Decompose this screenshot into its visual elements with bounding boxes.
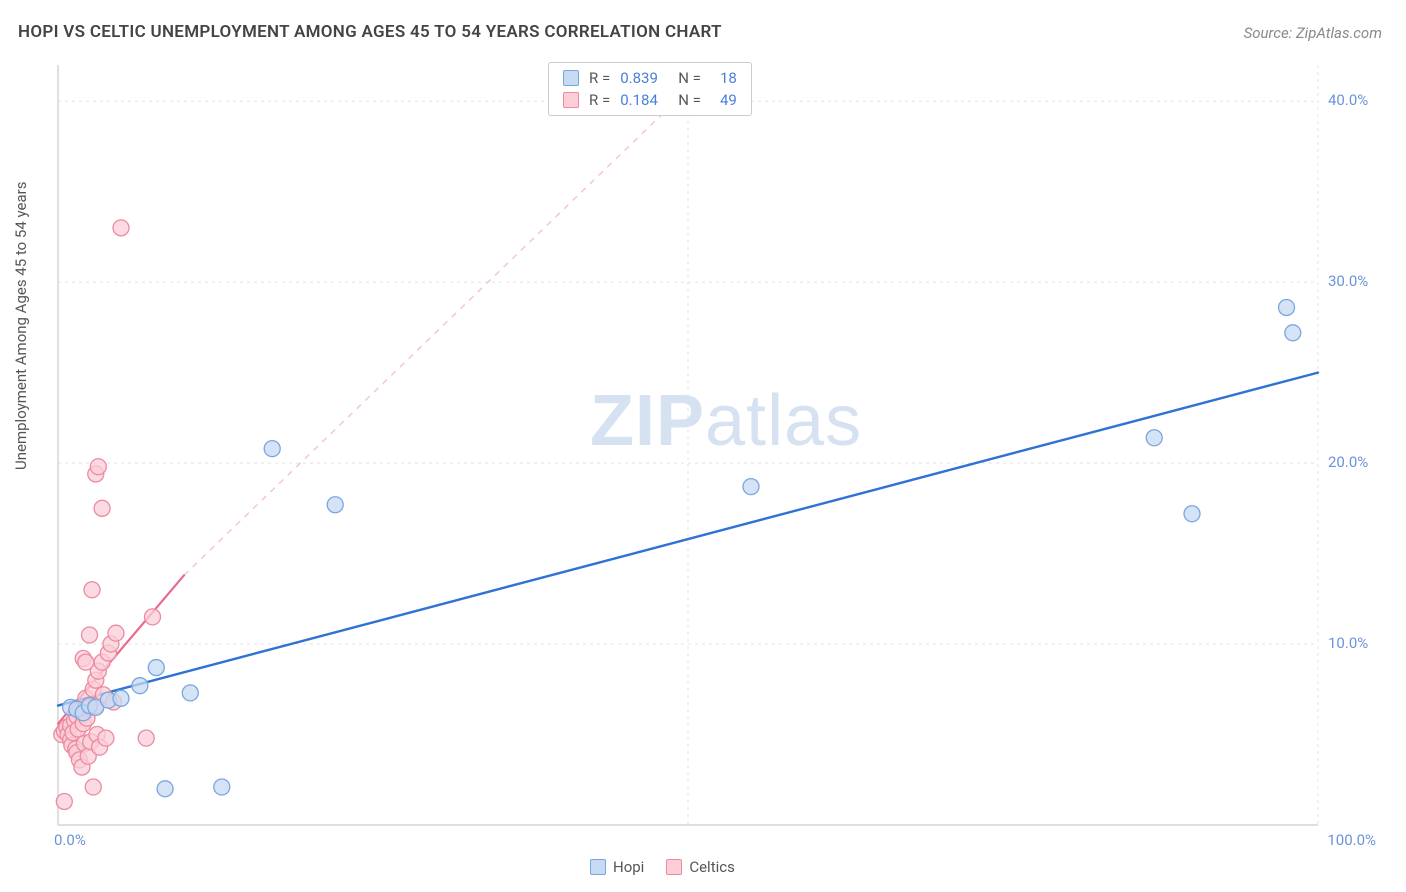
legend-label: Celtics	[689, 858, 735, 876]
stat-row: R = 0.839 N = 18	[563, 69, 737, 87]
legend: Hopi Celtics	[590, 858, 735, 876]
legend-item: Hopi	[590, 858, 644, 876]
stat-r-value: 0.184	[620, 91, 668, 109]
stat-n-label: N =	[678, 91, 701, 109]
legend-swatch	[666, 859, 682, 875]
y-tick-label: 10.0%	[1328, 634, 1368, 652]
stat-row: R = 0.184 N = 49	[563, 91, 737, 109]
y-tick-label: 20.0%	[1328, 453, 1368, 471]
correlation-stats-box: R = 0.839 N = 18 R = 0.184 N = 49	[548, 62, 752, 116]
stat-r-value: 0.839	[620, 69, 668, 87]
scatter-plot	[48, 55, 1378, 855]
stat-n-label: N =	[678, 69, 701, 87]
stat-swatch	[563, 70, 579, 86]
stat-r-label: R =	[589, 91, 610, 109]
y-tick-label: 40.0%	[1328, 91, 1368, 109]
legend-swatch	[590, 859, 606, 875]
x-tick-label: 100.0%	[1327, 831, 1376, 849]
legend-item: Celtics	[666, 858, 735, 876]
x-tick-label: 0.0%	[54, 831, 86, 849]
source-attribution: Source: ZipAtlas.com	[1244, 24, 1382, 42]
y-tick-label: 30.0%	[1328, 272, 1368, 290]
stat-swatch	[563, 92, 579, 108]
stat-n-value: 18	[711, 69, 737, 87]
legend-label: Hopi	[613, 858, 644, 876]
y-axis-label: Unemployment Among Ages 45 to 54 years	[12, 182, 30, 470]
stat-r-label: R =	[589, 69, 610, 87]
chart-title: HOPI VS CELTIC UNEMPLOYMENT AMONG AGES 4…	[18, 22, 722, 42]
stat-n-value: 49	[711, 91, 737, 109]
